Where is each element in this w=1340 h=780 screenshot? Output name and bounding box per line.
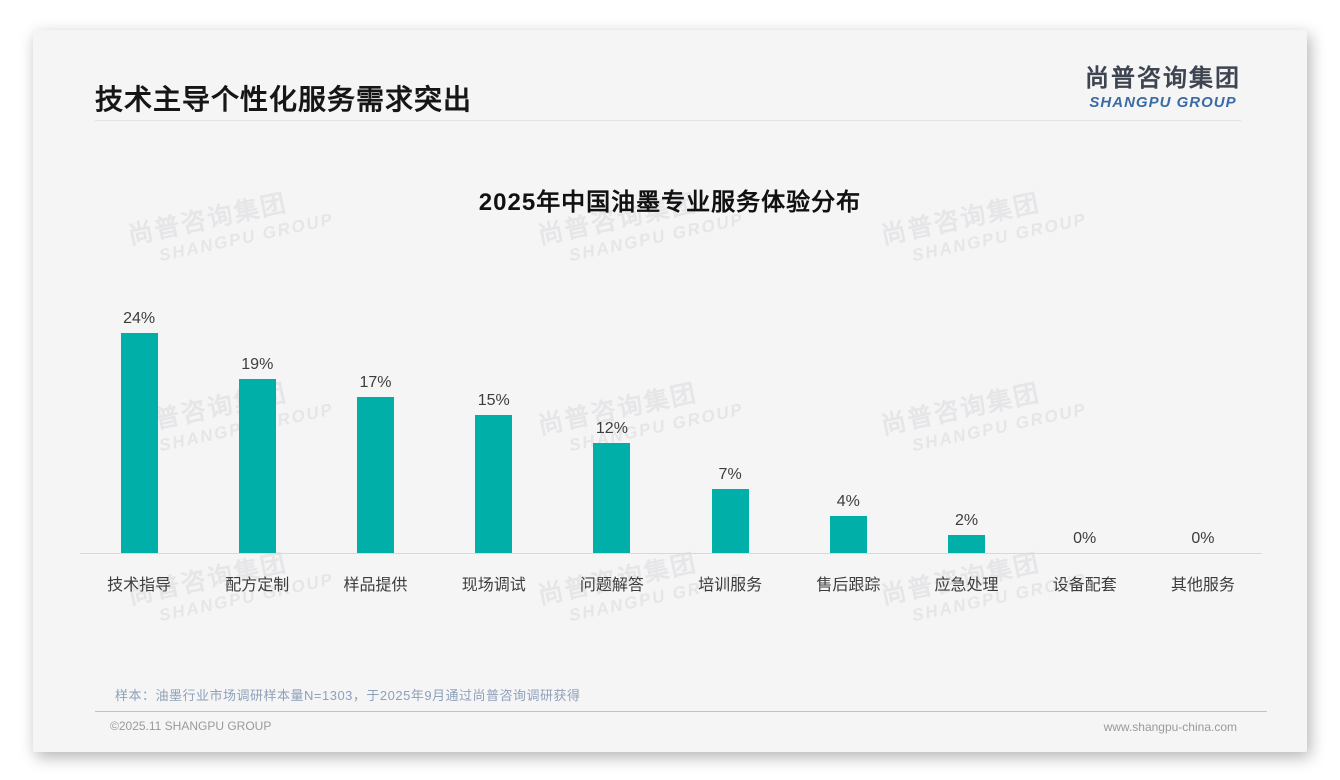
- bar-column: 12%: [553, 420, 671, 553]
- plot-area: 24% 19% 17% 15% 12% 7% 4% 2% 0% 0%: [80, 310, 1262, 553]
- x-axis-label: 问题解答: [579, 577, 644, 594]
- x-axis-label: 样品提供: [343, 577, 408, 594]
- bar-value-label: 4%: [836, 493, 860, 510]
- title-divider: [95, 120, 1241, 121]
- x-axis-label: 售后跟踪: [816, 577, 881, 594]
- logo-chinese-name: 尚普咨询集团: [1085, 65, 1241, 92]
- bar-column: 24%: [80, 310, 198, 553]
- bar-value-label: 15%: [477, 392, 510, 409]
- slide-card: 尚普咨询集团 SHANGPU GROUP 尚普咨询集团 SHANGPU GROUP 尚普…: [33, 30, 1307, 752]
- bar-value-label: 24%: [123, 310, 156, 327]
- x-axis-label: 其他服务: [1170, 577, 1235, 594]
- bar: [475, 415, 513, 553]
- x-axis-label: 技术指导: [107, 577, 172, 594]
- footer-divider: [95, 711, 1267, 712]
- bar-column: 7%: [671, 466, 789, 553]
- bar-column: 0%: [1026, 530, 1144, 553]
- x-axis-label: 现场调试: [461, 577, 526, 594]
- x-axis-label: 设备配套: [1052, 577, 1117, 594]
- chart-title: 2025年中国油墨专业服务体验分布: [478, 189, 862, 216]
- sample-footnote: 样本：油墨行业市场调研样本量N=1303，于2025年9月通过尚普咨询调研获得: [115, 688, 581, 703]
- bar-column: 15%: [435, 392, 553, 553]
- x-axis-label: 配方定制: [225, 577, 290, 594]
- company-logo: 尚普咨询集团 SHANGPU GROUP: [1085, 58, 1241, 111]
- bar: [593, 443, 631, 553]
- page-title: 技术主导个性化服务需求突出: [95, 84, 473, 115]
- bar-value-label: 19%: [241, 356, 274, 373]
- bar: [238, 379, 276, 553]
- bar-value-label: 12%: [595, 420, 628, 437]
- bar-value-label: 17%: [359, 374, 392, 391]
- bar: [357, 397, 394, 553]
- bar-value-label: 0%: [1073, 530, 1097, 547]
- footer-website: www.shangpu-china.com: [1103, 720, 1237, 734]
- bar-value-label: 2%: [954, 512, 979, 529]
- bar-column: 17%: [316, 374, 434, 553]
- bar-column: 19%: [198, 356, 316, 553]
- bar-value-label: 0%: [1191, 530, 1215, 547]
- x-axis-label: 培训服务: [698, 577, 763, 594]
- bar: [829, 516, 867, 553]
- footer-copyright: ©2025.11 SHANGPU GROUP: [110, 719, 272, 733]
- bar: [120, 333, 158, 553]
- logo-english-name: SHANGPU GROUP: [1089, 94, 1237, 111]
- bar-column: 0%: [1144, 530, 1262, 553]
- bar-column: 2%: [907, 512, 1025, 553]
- bar-column: 4%: [789, 493, 907, 553]
- bar-chart: 24% 19% 17% 15% 12% 7% 4% 2% 0% 0% 技术指导 配方定制 样品提供 现场…: [80, 310, 1262, 595]
- bar: [711, 489, 749, 553]
- bar-value-label: 7%: [718, 466, 742, 483]
- bar: [948, 535, 986, 553]
- x-axis-labels: 技术指导 配方定制 样品提供 现场调试 问题解答 培训服务 售后跟踪 应急处理 设备配套 其他服务: [80, 553, 1262, 595]
- x-axis-label: 应急处理: [934, 577, 999, 594]
